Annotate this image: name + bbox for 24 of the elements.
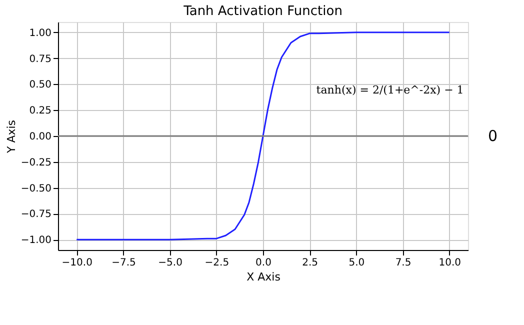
ref-line-label: 0 [488,127,498,145]
annotation: tanh(x) = 2/(1+e^-2x) − 1 [316,83,464,96]
x-tick-label: 5.0 [348,258,365,268]
y-tick-label: −0.50 [20,183,52,194]
x-tick-label: 0.0 [256,258,272,268]
x-axis-title: X Axis [246,270,281,284]
x-tick-label: 2.5 [302,258,318,268]
y-tick-label: −0.25 [20,157,52,168]
y-tick-label: 0.50 [29,80,52,91]
y-tick-label: −1.00 [20,235,52,246]
y-axis-title: Y Axis [4,120,18,154]
x-tick-label: 7.5 [395,258,412,268]
x-tick-label: −10.0 [62,258,92,268]
y-tick-label: 0.25 [29,106,52,117]
y-tick-label: 0.75 [29,54,52,65]
chart-title: Tanh Activation Function [182,4,342,19]
y-tick-label: 1.00 [29,28,52,39]
y-tick-label: −0.75 [20,209,52,220]
x-tick-label: −5.0 [158,258,182,268]
x-tick-label: −2.5 [204,258,230,268]
line-series [76,32,450,240]
y-tick-label: 0.00 [29,132,52,142]
x-tick-label: −7.5 [112,258,136,268]
x-tick-label: 10.0 [438,258,461,268]
